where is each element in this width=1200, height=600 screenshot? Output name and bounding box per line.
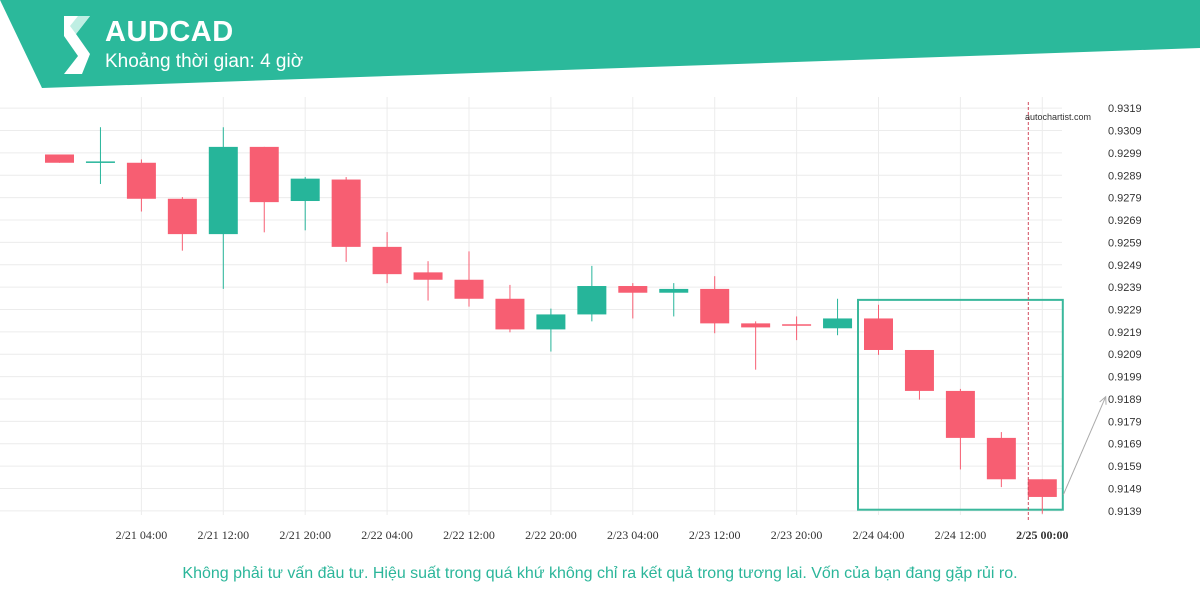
y-tick-label: 0.9159 [1108, 461, 1142, 473]
candle [536, 308, 566, 352]
candle-body [782, 324, 812, 326]
trend-arrow-head [1099, 395, 1107, 405]
candle [167, 196, 197, 251]
x-tick-label: 2/22 12:00 [443, 528, 495, 542]
candle [85, 127, 115, 185]
candle [208, 127, 238, 289]
watermark-text: autochartist.com [1025, 112, 1091, 122]
candle-body [904, 349, 934, 391]
candle-body [618, 286, 648, 293]
candle-body [864, 318, 893, 350]
x-tick-label: 2/21 12:00 [197, 528, 249, 542]
overlays [1027, 102, 1107, 522]
y-tick-label: 0.9219 [1108, 327, 1142, 339]
candle [945, 388, 975, 470]
candle-body [413, 272, 443, 280]
y-tick-label: 0.9149 [1108, 483, 1142, 495]
candle-body [372, 246, 402, 275]
x-tick-label: 2/23 12:00 [689, 528, 741, 542]
candle [249, 146, 279, 233]
y-tick-label: 0.9209 [1108, 349, 1142, 361]
candle-body [331, 179, 361, 247]
x-tick-label: 2/21 04:00 [116, 528, 168, 542]
y-tick-label: 0.9239 [1108, 282, 1142, 294]
candle [331, 177, 361, 262]
header-banner [0, 0, 1200, 88]
candle [577, 265, 607, 322]
candle-body [536, 314, 566, 330]
candle-body [290, 178, 320, 202]
x-tick-label: 2/23 04:00 [607, 528, 659, 542]
candle-body [741, 323, 771, 328]
candle [986, 432, 1016, 488]
candle [659, 283, 689, 317]
candle-body [823, 318, 853, 329]
candle-body [45, 154, 74, 163]
disclaimer-text: Không phải tư vấn đầu tư. Hiệu suất tron… [182, 565, 1018, 582]
candle-body [986, 437, 1016, 480]
x-axis: 2/21 04:00 2/21 12:00 2/21 20:00 2/22 04:00… [116, 528, 1069, 542]
candle [495, 284, 525, 333]
candle [823, 298, 853, 336]
y-tick-label: 0.9279 [1108, 193, 1142, 205]
candle-body [1027, 479, 1057, 497]
trend-arrow-line [1062, 396, 1107, 496]
candle [904, 349, 934, 400]
candle-body [126, 162, 156, 199]
candle [782, 316, 812, 341]
candle-body [945, 390, 975, 438]
timeframe-label: Khoảng thời gian: 4 giờ [105, 51, 304, 72]
y-tick-label: 0.9179 [1108, 416, 1142, 428]
y-tick-label: 0.9229 [1108, 305, 1142, 317]
candle [290, 177, 320, 231]
y-axis: 0.9319 0.9309 0.9299 0.9289 0.9279 0.9269 0.92… [1108, 103, 1142, 518]
candle-body [454, 279, 484, 299]
candle [741, 321, 771, 370]
candle-body [495, 298, 525, 330]
candle [864, 304, 893, 355]
y-tick-label: 0.9249 [1108, 260, 1142, 272]
y-tick-label: 0.9319 [1108, 103, 1142, 115]
y-tick-label: 0.9189 [1108, 394, 1142, 406]
y-tick-label: 0.9289 [1108, 170, 1142, 182]
y-tick-label: 0.9169 [1108, 439, 1142, 451]
candle [372, 232, 402, 284]
candle [1027, 479, 1057, 514]
symbol-title: AUDCAD [105, 16, 234, 48]
candle-body [700, 288, 730, 324]
candle-body [208, 146, 238, 235]
x-tick-label: 2/24 04:00 [853, 528, 905, 542]
y-tick-label: 0.9259 [1108, 237, 1142, 249]
candle [618, 283, 648, 319]
x-tick-label: 2/24 12:00 [935, 528, 987, 542]
y-tick-label: 0.9299 [1108, 148, 1142, 160]
x-tick-label: 2/25 00:00 [1016, 528, 1068, 542]
pattern-highlight [857, 298, 1064, 511]
x-tick-label: 2/22 20:00 [525, 528, 577, 542]
candles [45, 127, 1057, 514]
candle [45, 154, 74, 163]
candle-body [167, 198, 197, 235]
x-tick-label: 2/23 20:00 [771, 528, 823, 542]
autochartist-logo-icon [64, 16, 90, 74]
y-tick-label: 0.9269 [1108, 215, 1142, 227]
pattern-highlight-box [857, 298, 1064, 511]
x-tick-label: 2/21 20:00 [279, 528, 331, 542]
candle-body [85, 161, 115, 163]
candle [126, 159, 156, 212]
header-banner-shape [0, 0, 1200, 88]
grid [0, 97, 1062, 515]
candle-body [659, 288, 689, 293]
candle-body [577, 286, 607, 315]
x-tick-label: 2/22 04:00 [361, 528, 413, 542]
candle-body [249, 146, 279, 203]
candle [413, 261, 443, 301]
y-tick-label: 0.9309 [1108, 126, 1142, 138]
y-tick-label: 0.9199 [1108, 372, 1142, 384]
y-tick-label: 0.9139 [1108, 506, 1142, 518]
candle [454, 251, 484, 307]
candle [700, 276, 730, 334]
